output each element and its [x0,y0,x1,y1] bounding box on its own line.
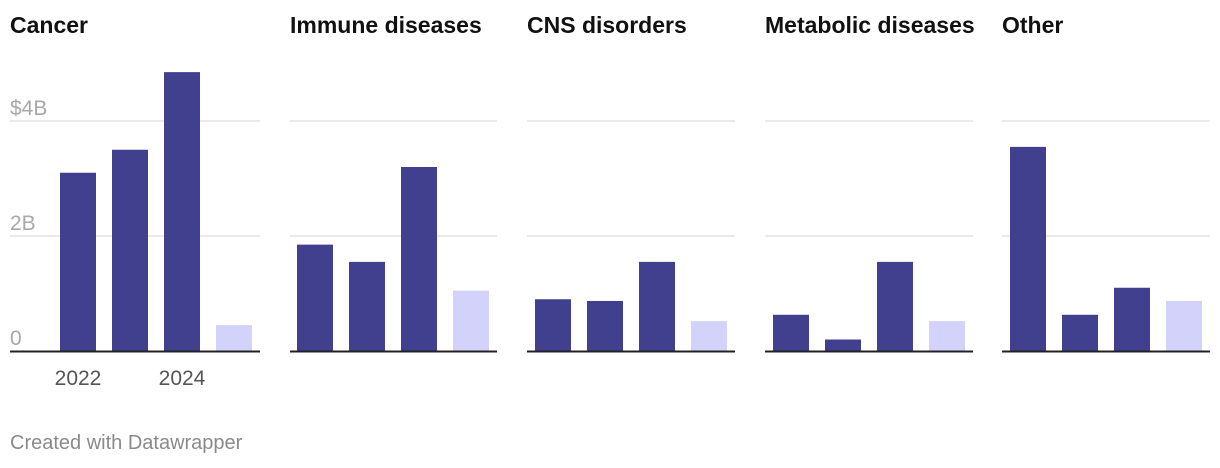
panel-5-bar-4 [1166,300,1202,351]
panel-3-bar-3 [639,261,675,351]
panel-2-bar-4 [453,290,489,351]
panel-5-bar-2 [1062,314,1098,351]
panel-1-bar-4 [216,325,252,351]
panel-5-bar-3 [1114,287,1150,351]
panel-5-title: Other [1002,12,1063,38]
panel-2-title: Immune diseases [290,12,482,38]
panel-1-y-tick-label: 0 [10,327,22,350]
panel-2-bar-3 [401,167,437,351]
panel-1-title: Cancer [10,12,88,38]
panel-4-title: Metabolic diseases [765,12,975,38]
panel-4-bar-3 [877,261,913,351]
panel-1-y-tick-label: $4B [10,97,47,120]
credit-text: Created with Datawrapper [10,432,243,454]
panel-1-x-tick-label: 2024 [159,367,206,390]
panel-1-bar-2 [112,149,148,351]
panel-4-bar-4 [929,321,965,351]
panel-1-bar-3 [164,72,200,351]
panel-5-bar-1 [1010,146,1046,351]
panel-2-bar-2 [349,261,385,351]
panel-2-bar-1 [297,244,333,351]
panel-3-bar-4 [691,321,727,351]
small-multiples-chart: Cancer 0 2B $4B 2022 2024 Immune diseases CNS d… [10,12,1210,390]
panel-1-y-tick-label: 2B [10,212,36,235]
panel-1-x-tick-label: 2022 [55,367,102,390]
panel-3-title: CNS disorders [527,12,687,38]
panel-4-bar-2 [825,339,861,351]
panel-1-bar-1 [60,172,96,351]
panel-3-bar-2 [587,300,623,351]
panel-3-bar-1 [535,299,571,351]
panel-4-bar-1 [773,314,809,351]
